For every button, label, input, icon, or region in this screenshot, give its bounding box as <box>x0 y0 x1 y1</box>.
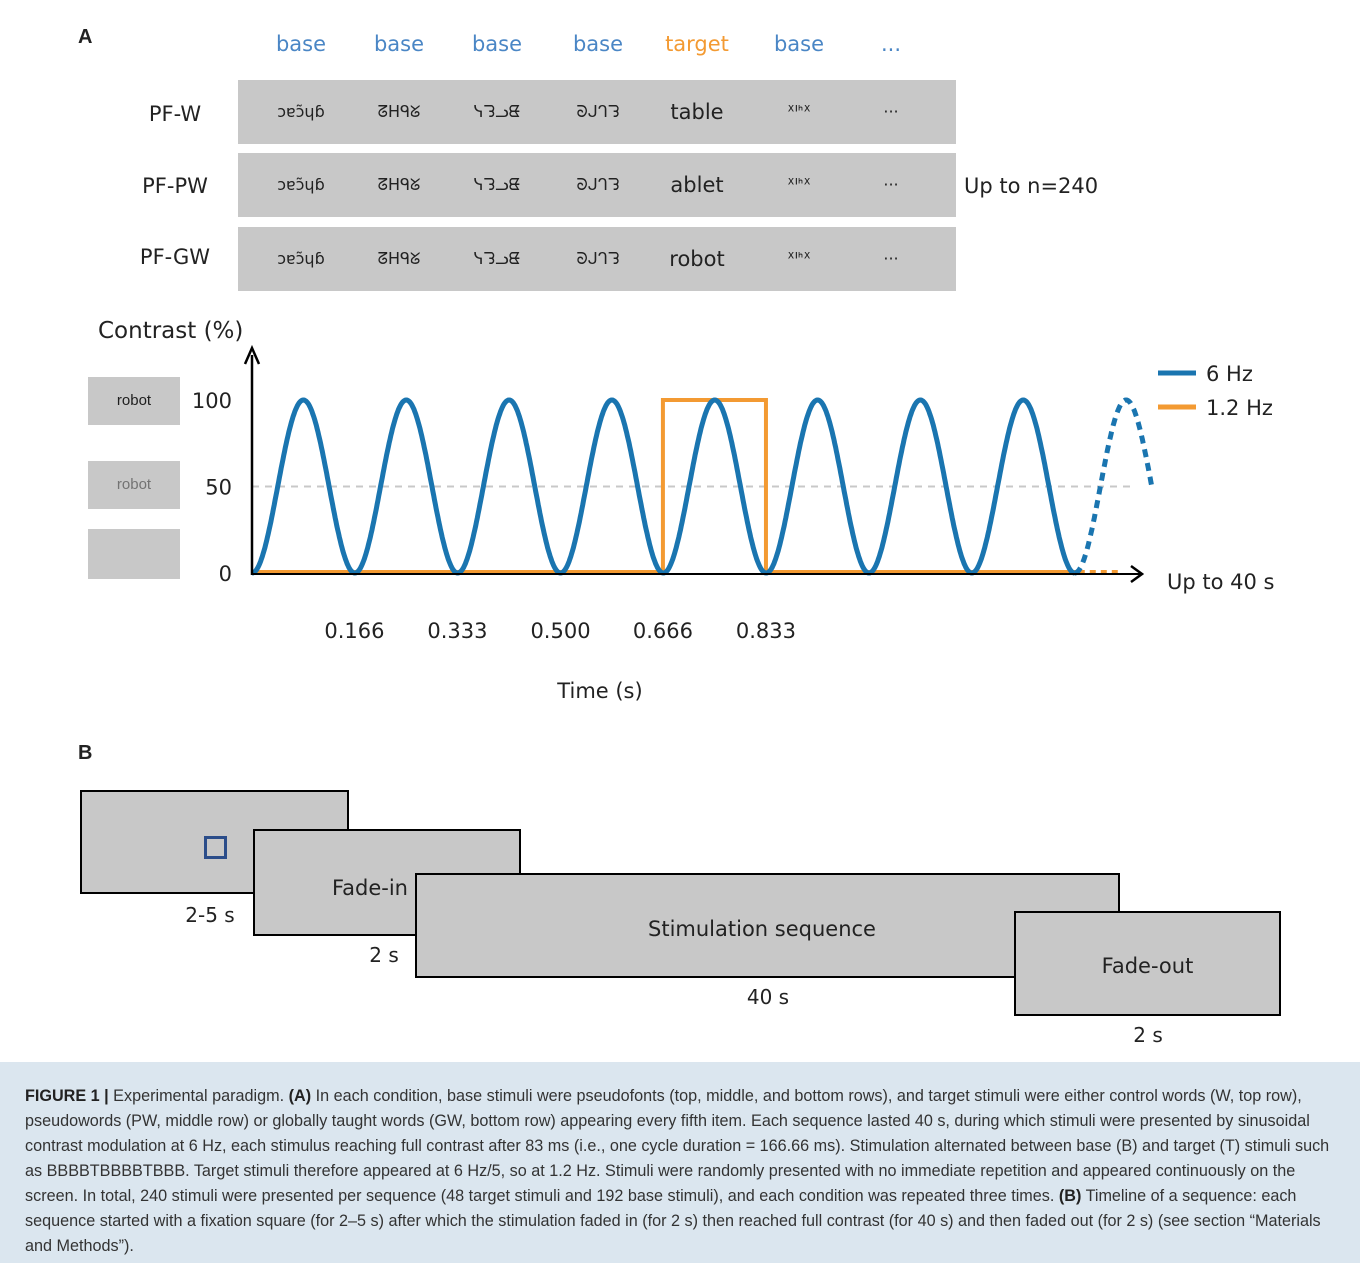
y-axis-arrow <box>243 344 261 365</box>
panel-b-letter: B <box>78 742 93 764</box>
pseudofont-stimulus: ɔɐɔ̃ɥɓ <box>277 175 325 194</box>
column-header: base <box>773 32 825 56</box>
row-label-pf-w: PF-W <box>148 102 202 126</box>
x-tick-label: 0.833 <box>736 619 796 643</box>
target-word: robot <box>669 247 725 271</box>
y-tick-label: 0 <box>219 562 232 586</box>
caption-intro: Experimental paradigm. <box>108 1087 289 1105</box>
pseudofont-stimulus: ᘐᒍᒉᘊ <box>576 102 620 121</box>
pseudofont-stimulus: ᕁᑊᑋᕁ <box>787 175 811 194</box>
caption-b-text: Timeline of a sequence: each sequence st… <box>25 1187 1321 1255</box>
pseudofont-stimulus: ᓭᘊᓗᘀ <box>473 102 521 121</box>
pseudofont-stimulus: ᘐᒍᒉᘊ <box>576 175 620 194</box>
x-axis-arrow <box>1130 564 1145 584</box>
y-axis-label: Contrast (%) <box>98 318 243 344</box>
stimulus-row-pf-gw: ɔɐɔ̃ɥɓ ᘔᕼᑫᘜ ᓭᘊᓗᘀ ᘐᒍᒉᘊ robot ᕁᑊᑋᕁ ··· <box>238 227 956 291</box>
pseudofont-stimulus: ᘔᕼᑫᘜ <box>377 175 421 194</box>
fade-out-block: Fade-out <box>1014 911 1281 1016</box>
pseudofont-stimulus: ᕁᑊᑋᕁ <box>787 249 811 268</box>
column-header: base <box>572 32 624 56</box>
contrast-swatch-zero <box>88 529 180 579</box>
row-label-pf-gw: PF-GW <box>139 245 211 269</box>
series-6hz-dashed <box>1074 397 1155 576</box>
panel-a-letter: A <box>78 26 93 48</box>
x-axis-label: Time (s) <box>556 679 642 703</box>
swatch-word: robot <box>116 476 152 493</box>
fade-in-duration: 2 s <box>369 943 399 967</box>
contrast-modulation-chart: Contrast (%) 0 50 100 0.166 0.333 0.500 0.666 0.… <box>98 318 1274 703</box>
stimulation-duration: 40 s <box>746 985 790 1009</box>
fade-out-duration: 2 s <box>1133 1023 1163 1047</box>
caption-a-label: (A) <box>288 1087 312 1105</box>
fixation-duration: 2-5 s <box>185 903 235 927</box>
x-tick-label: 0.166 <box>324 619 384 643</box>
pseudofont-stimulus: ᘔᕼᑫᘜ <box>377 102 421 121</box>
fade-in-label: Fade-in <box>332 876 408 900</box>
column-header: base <box>275 32 327 56</box>
stimulation-label: Stimulation sequence <box>648 917 876 941</box>
pseudofont-stimulus: ᘔᕼᑫᘜ <box>377 249 421 268</box>
contrast-swatch-half: robot <box>88 461 180 509</box>
y-tick-label: 100 <box>192 389 232 413</box>
contrast-swatch-full: robot <box>88 377 180 425</box>
column-header-target: target <box>665 32 729 56</box>
x-tick-label: 0.500 <box>530 619 590 643</box>
legend-6hz-label: 6 Hz <box>1206 362 1253 386</box>
stimulation-block: Stimulation sequence <box>415 873 1120 978</box>
x-tick-label: 0.666 <box>633 619 693 643</box>
x-axis-end-label: Up to 40 s <box>1167 570 1274 594</box>
y-tick-label: 50 <box>205 476 232 500</box>
target-word: table <box>670 100 724 124</box>
pseudofont-stimulus: ɔɐɔ̃ɥɓ <box>277 249 325 268</box>
row-ellipsis: ··· <box>883 102 899 121</box>
column-header: base <box>373 32 425 56</box>
fade-out-label: Fade-out <box>1101 954 1194 978</box>
row-ellipsis: ··· <box>883 249 899 268</box>
x-tick-label: 0.333 <box>427 619 487 643</box>
target-word: ablet <box>670 173 724 197</box>
column-header: base <box>471 32 523 56</box>
pseudofont-stimulus: ɔɐɔ̃ɥɓ <box>277 102 325 121</box>
stimulus-row-pf-w: ɔɐɔ̃ɥɓ ᘔᕼᑫᘜ ᓭᘊᓗᘀ ᘐᒍᒉᘊ table ᕁᑊᑋᕁ ··· <box>238 80 956 144</box>
row-label-pf-pw: PF-PW <box>142 174 208 198</box>
column-header-ellipsis: ... <box>880 32 902 56</box>
pseudofont-stimulus: ᘐᒍᒉᘊ <box>576 249 620 268</box>
figure-caption: FIGURE 1 | Experimental paradigm. (A) In… <box>25 1084 1335 1259</box>
pseudofont-stimulus: ᓭᘊᓗᘀ <box>473 175 521 194</box>
caption-a-text: In each condition, base stimuli were pse… <box>25 1087 1330 1205</box>
legend-1-2hz-label: 1.2 Hz <box>1206 396 1273 420</box>
caption-b-label: (B) <box>1058 1187 1082 1205</box>
fixation-square-icon <box>204 836 227 859</box>
pseudofont-stimulus: ᓭᘊᓗᘀ <box>473 249 521 268</box>
stimulus-row-pf-pw: ɔɐɔ̃ɥɓ ᘔᕼᑫᘜ ᓭᘊᓗᘀ ᘐᒍᒉᘊ ablet ᕁᑊᑋᕁ ··· <box>238 153 956 217</box>
caption-box: FIGURE 1 | Experimental paradigm. (A) In… <box>0 1062 1360 1263</box>
sequence-length-note: Up to n=240 <box>964 174 1099 198</box>
pseudofont-stimulus: ᕁᑊᑋᕁ <box>787 102 811 121</box>
swatch-word: robot <box>116 392 152 409</box>
figure-label: FIGURE 1 | <box>25 1087 109 1105</box>
row-ellipsis: ··· <box>883 175 899 194</box>
